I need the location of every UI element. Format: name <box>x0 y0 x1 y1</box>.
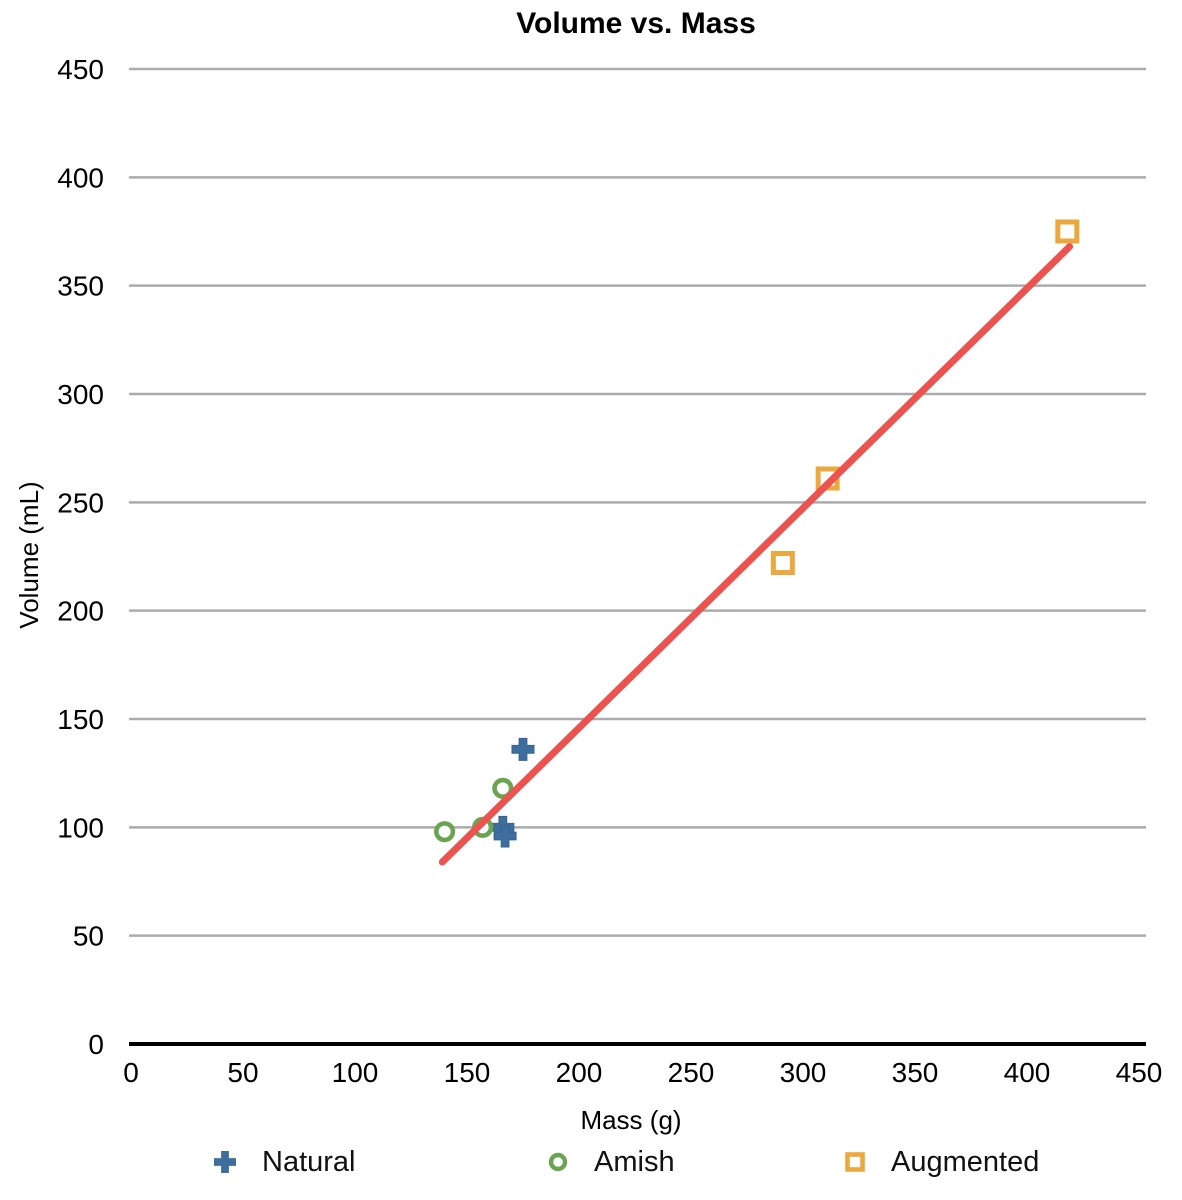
y-tick-label: 400 <box>57 162 104 193</box>
circle-icon <box>548 1152 568 1172</box>
legend-item-amish: Amish <box>548 1146 675 1178</box>
y-tick-label: 300 <box>57 379 104 410</box>
x-tick-label: 300 <box>780 1057 827 1088</box>
square-icon-shape <box>845 1152 865 1172</box>
gridlines <box>129 67 1146 1046</box>
data-point-amish <box>434 821 456 843</box>
x-tick-label: 450 <box>1116 1057 1163 1088</box>
y-axis-label: Volume (mL) <box>14 481 44 628</box>
data-point-amish <box>492 777 514 799</box>
x-tick-label: 50 <box>227 1057 258 1088</box>
y-tick-label: 200 <box>57 596 104 627</box>
legend-item-augmented: Augmented <box>845 1146 1039 1178</box>
circle-icon-shape <box>548 1152 568 1172</box>
x-tick-label: 350 <box>892 1057 939 1088</box>
legend-item-natural: Natural <box>214 1146 356 1178</box>
x-tick-label: 400 <box>1004 1057 1051 1088</box>
y-tick-label: 0 <box>88 1029 104 1060</box>
chart-title: Volume vs. Mass <box>516 7 756 40</box>
y-tick-label: 50 <box>73 921 104 952</box>
y-tick-label: 250 <box>57 487 104 518</box>
data-point-augmented <box>1055 219 1080 244</box>
plus-icon-shape <box>214 1151 236 1173</box>
x-axis-label: Mass (g) <box>580 1105 681 1135</box>
x-tick-label: 100 <box>332 1057 379 1088</box>
data-point-augmented <box>770 551 795 575</box>
x-tick-label: 200 <box>556 1057 603 1088</box>
x-axis-tick-labels: 0 50 100 150 200 250 300 350 400 450 <box>123 1057 1162 1088</box>
x-tick-label: 150 <box>444 1057 491 1088</box>
data-points <box>434 219 1080 848</box>
y-axis-tick-labels: 0 50 100 150 200 250 300 350 400 450 <box>57 54 104 1060</box>
plus-icon <box>214 1151 236 1173</box>
x-tick-label: 0 <box>123 1057 139 1088</box>
square-icon <box>845 1152 865 1172</box>
legend-label-augmented: Augmented <box>891 1146 1040 1178</box>
legend-label-amish: Amish <box>594 1146 675 1178</box>
y-tick-label: 350 <box>57 271 104 302</box>
legend-label-natural: Natural <box>262 1146 356 1178</box>
x-tick-label: 250 <box>668 1057 715 1088</box>
trendline <box>438 243 1074 866</box>
trendline-layer <box>438 243 1074 866</box>
y-tick-label: 150 <box>57 704 104 735</box>
data-point-natural <box>511 737 535 761</box>
data-point-natural <box>493 824 517 848</box>
legend: Natural Amish Augmented <box>0 1146 1182 1186</box>
y-tick-label: 100 <box>57 812 104 843</box>
y-tick-label: 450 <box>57 54 104 85</box>
